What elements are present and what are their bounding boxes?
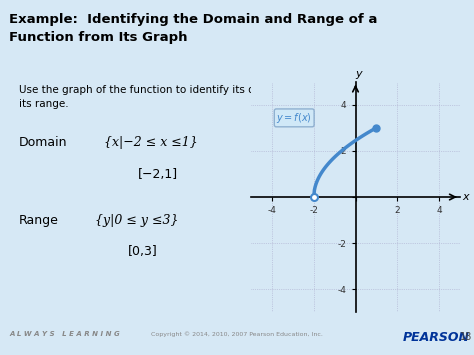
Text: [0,3]: [0,3] — [128, 245, 158, 258]
Text: {y|0 ≤ y ≤3}: {y|0 ≤ y ≤3} — [95, 214, 178, 227]
Text: A L W A Y S   L E A R N I N G: A L W A Y S L E A R N I N G — [9, 331, 120, 337]
Text: y: y — [356, 69, 362, 79]
Text: PEARSON: PEARSON — [403, 331, 470, 344]
Text: x: x — [462, 192, 468, 202]
Text: $y = f(x)$: $y = f(x)$ — [276, 111, 312, 125]
Text: Copyright © 2014, 2010, 2007 Pearson Education, Inc.: Copyright © 2014, 2010, 2007 Pearson Edu… — [151, 332, 323, 337]
Text: Domain: Domain — [19, 136, 67, 149]
Text: 18: 18 — [460, 332, 472, 343]
Text: Use the graph of the function to identify its domain and
its range.: Use the graph of the function to identif… — [19, 84, 310, 109]
Text: {x|−2 ≤ x ≤1}: {x|−2 ≤ x ≤1} — [104, 136, 198, 149]
Text: [−2,1]: [−2,1] — [137, 168, 178, 181]
Text: Range: Range — [19, 214, 59, 227]
Text: Example:  Identifying the Domain and Range of a
Function from Its Graph: Example: Identifying the Domain and Rang… — [9, 13, 378, 44]
